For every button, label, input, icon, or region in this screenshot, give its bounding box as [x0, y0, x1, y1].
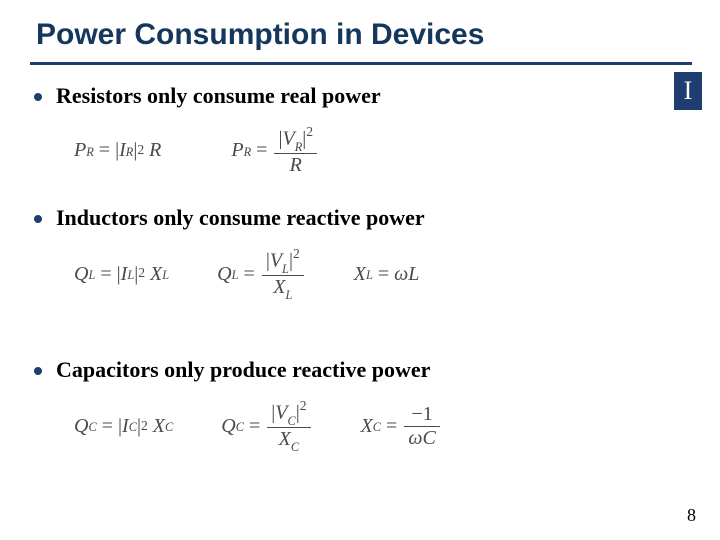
page-number: 8	[687, 505, 696, 526]
bullet-2: Inductors only consume reactive power	[30, 205, 650, 231]
bullet-3: Capacitors only produce reactive power	[30, 357, 650, 383]
eq-ql-vl: QL = |VL|2 XL	[217, 247, 306, 301]
bullet-3-action: produce reactive power	[210, 357, 430, 382]
eq-xl: XL = ωL	[354, 263, 420, 286]
bullet-2-mid: only	[148, 205, 199, 230]
slide-body: Resistors only consume real power PR = |…	[30, 83, 690, 453]
bullet-1-mid: only	[142, 83, 193, 108]
eq-pr-vr: PR = |VR|2 R	[231, 125, 319, 177]
bullet-2-action: consume reactive power	[199, 205, 425, 230]
bullet-1-equations: PR = |IR|2 R PR = |VR|2 R	[74, 125, 650, 177]
bullet-3-equations: QC = |IC|2 XC QC = |VC|2 XC XC = −1	[74, 399, 650, 453]
eq-xc: XC = −1 ωC	[361, 403, 442, 450]
bullet-2-prefix: Inductors	[56, 205, 148, 230]
bullet-1: Resistors only consume real power	[30, 83, 650, 109]
eq-ql-il: QL = |IL|2 XL	[74, 263, 169, 286]
bullet-3-text: Capacitors only produce reactive power	[56, 357, 430, 383]
bullet-dot	[34, 93, 42, 101]
slide-title: Power Consumption in Devices	[36, 18, 690, 52]
bullet-1-prefix: Resistors	[56, 83, 142, 108]
slide: Power Consumption in Devices I Resistors…	[0, 0, 720, 540]
logo-letter: I	[684, 78, 693, 104]
bullet-dot	[34, 367, 42, 375]
bullet-2-equations: QL = |IL|2 XL QL = |VL|2 XL XL = ωL	[74, 247, 650, 301]
bullet-3-prefix: Capacitors	[56, 357, 159, 382]
eq-pr-ir: PR = |IR|2 R	[74, 139, 161, 162]
eq-qc-ic: QC = |IC|2 XC	[74, 415, 173, 438]
bullet-dot	[34, 215, 42, 223]
bullet-3-mid: only	[159, 357, 210, 382]
title-rule	[30, 62, 692, 65]
logo-block: I	[674, 72, 702, 110]
bullet-2-text: Inductors only consume reactive power	[56, 205, 425, 231]
bullet-1-text: Resistors only consume real power	[56, 83, 381, 109]
bullet-1-action: consume real power	[193, 83, 381, 108]
eq-qc-vc: QC = |VC|2 XC	[221, 399, 312, 453]
